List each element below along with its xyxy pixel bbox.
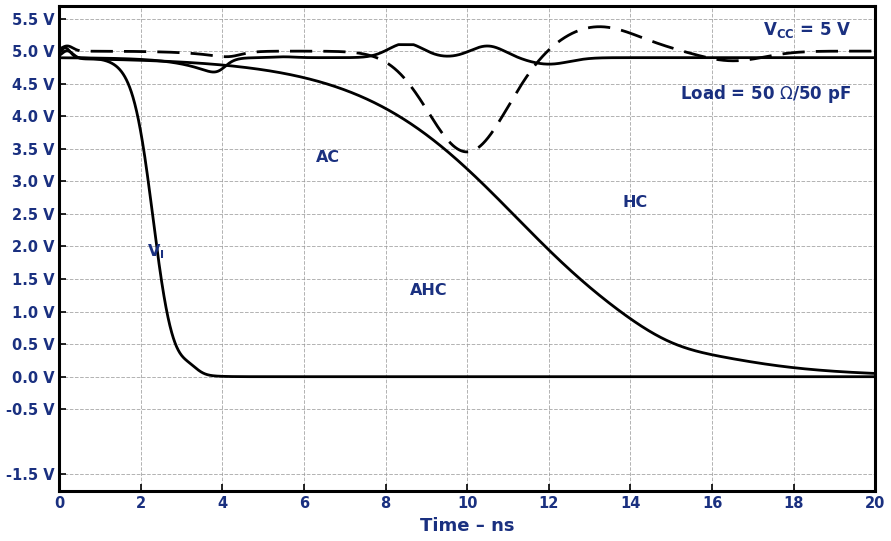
Text: HC: HC: [622, 195, 648, 210]
Text: AHC: AHC: [410, 283, 447, 298]
Text: AC: AC: [316, 150, 340, 165]
X-axis label: Time – ns: Time – ns: [420, 517, 514, 536]
Text: V$_\mathregular{CC}$ = 5 V: V$_\mathregular{CC}$ = 5 V: [763, 20, 851, 40]
Text: V$_\mathregular{I}$: V$_\mathregular{I}$: [147, 242, 164, 261]
Text: Load = 50 $\Omega$/50 pF: Load = 50 $\Omega$/50 pF: [680, 83, 851, 105]
